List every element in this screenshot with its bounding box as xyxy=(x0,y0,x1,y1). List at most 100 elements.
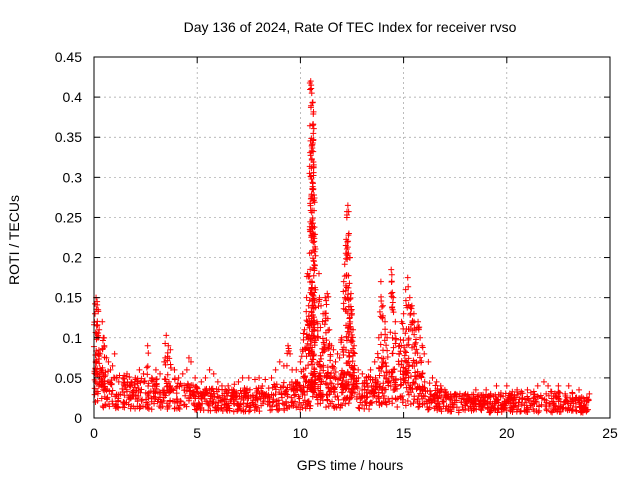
data-point xyxy=(328,380,335,387)
data-point xyxy=(406,362,413,369)
data-point xyxy=(129,388,136,395)
data-point xyxy=(331,372,338,379)
data-point xyxy=(309,381,316,388)
data-point xyxy=(312,304,319,311)
data-point xyxy=(429,374,436,381)
data-point xyxy=(284,405,291,412)
data-point xyxy=(479,401,486,408)
data-point xyxy=(161,358,168,365)
data-point xyxy=(584,397,591,404)
data-point xyxy=(240,400,247,407)
data-point xyxy=(379,390,386,397)
data-point xyxy=(366,406,373,413)
data-point xyxy=(265,393,272,400)
data-point xyxy=(322,404,329,411)
data-point xyxy=(422,388,429,395)
data-point xyxy=(307,202,314,209)
data-point xyxy=(387,383,394,390)
data-point xyxy=(132,374,139,381)
data-point xyxy=(569,407,576,414)
data-point xyxy=(359,370,366,377)
data-point xyxy=(371,358,378,365)
data-point xyxy=(330,346,337,353)
data-point xyxy=(349,345,356,352)
data-point xyxy=(113,401,120,408)
data-point xyxy=(321,321,328,328)
data-point xyxy=(507,392,514,399)
x-tick-label: 10 xyxy=(293,425,309,441)
data-point xyxy=(164,406,171,413)
data-point xyxy=(368,389,375,396)
data-point xyxy=(415,392,422,399)
data-point xyxy=(345,208,352,215)
data-point xyxy=(94,397,101,404)
x-axis-label: GPS time / hours xyxy=(297,457,404,473)
data-point xyxy=(345,250,352,257)
data-point xyxy=(271,383,278,390)
data-point xyxy=(307,104,314,111)
data-point xyxy=(347,326,354,333)
data-point xyxy=(576,386,583,393)
data-point xyxy=(193,388,200,395)
data-point xyxy=(309,179,316,186)
data-point xyxy=(310,385,317,392)
data-point xyxy=(202,374,209,381)
data-point xyxy=(306,79,313,86)
data-point xyxy=(389,289,396,296)
data-point xyxy=(351,350,358,357)
data-point xyxy=(509,409,516,416)
data-point xyxy=(316,370,323,377)
data-point xyxy=(350,372,357,379)
data-point xyxy=(193,406,200,413)
data-point xyxy=(245,374,252,381)
data-point xyxy=(279,400,286,407)
data-point xyxy=(389,350,396,357)
data-point xyxy=(121,382,128,389)
data-point xyxy=(276,389,283,396)
data-point xyxy=(323,337,330,344)
data-point xyxy=(308,385,315,392)
y-tick-label: 0.25 xyxy=(55,209,82,225)
data-point xyxy=(148,406,155,413)
data-point xyxy=(141,378,148,385)
data-point xyxy=(499,401,506,408)
data-point xyxy=(328,370,335,377)
data-point xyxy=(313,394,320,401)
data-point xyxy=(426,380,433,387)
data-point xyxy=(340,385,347,392)
data-point xyxy=(403,349,410,356)
data-point xyxy=(414,384,421,391)
data-point xyxy=(311,207,318,214)
data-point xyxy=(304,398,311,405)
data-point xyxy=(310,239,317,246)
data-point xyxy=(562,405,569,412)
data-point xyxy=(316,358,323,365)
data-point xyxy=(308,224,315,231)
data-point xyxy=(563,398,570,405)
data-point xyxy=(336,375,343,382)
data-point xyxy=(397,382,404,389)
data-point xyxy=(315,270,322,277)
data-point xyxy=(101,377,108,384)
data-point xyxy=(419,344,426,351)
data-point xyxy=(123,399,130,406)
data-point xyxy=(174,380,181,387)
data-point xyxy=(346,320,353,327)
data-point xyxy=(112,393,119,400)
data-point xyxy=(107,366,114,373)
data-point xyxy=(101,334,108,341)
data-point xyxy=(475,397,482,404)
data-point xyxy=(453,397,460,404)
data-point xyxy=(108,377,115,384)
data-point xyxy=(309,141,316,148)
data-point xyxy=(467,396,474,403)
data-point xyxy=(376,308,383,315)
data-point xyxy=(548,388,555,395)
data-point xyxy=(341,383,348,390)
data-point xyxy=(255,384,262,391)
data-point xyxy=(270,396,277,403)
data-point xyxy=(127,405,134,412)
data-point xyxy=(103,395,110,402)
data-point xyxy=(389,299,396,306)
